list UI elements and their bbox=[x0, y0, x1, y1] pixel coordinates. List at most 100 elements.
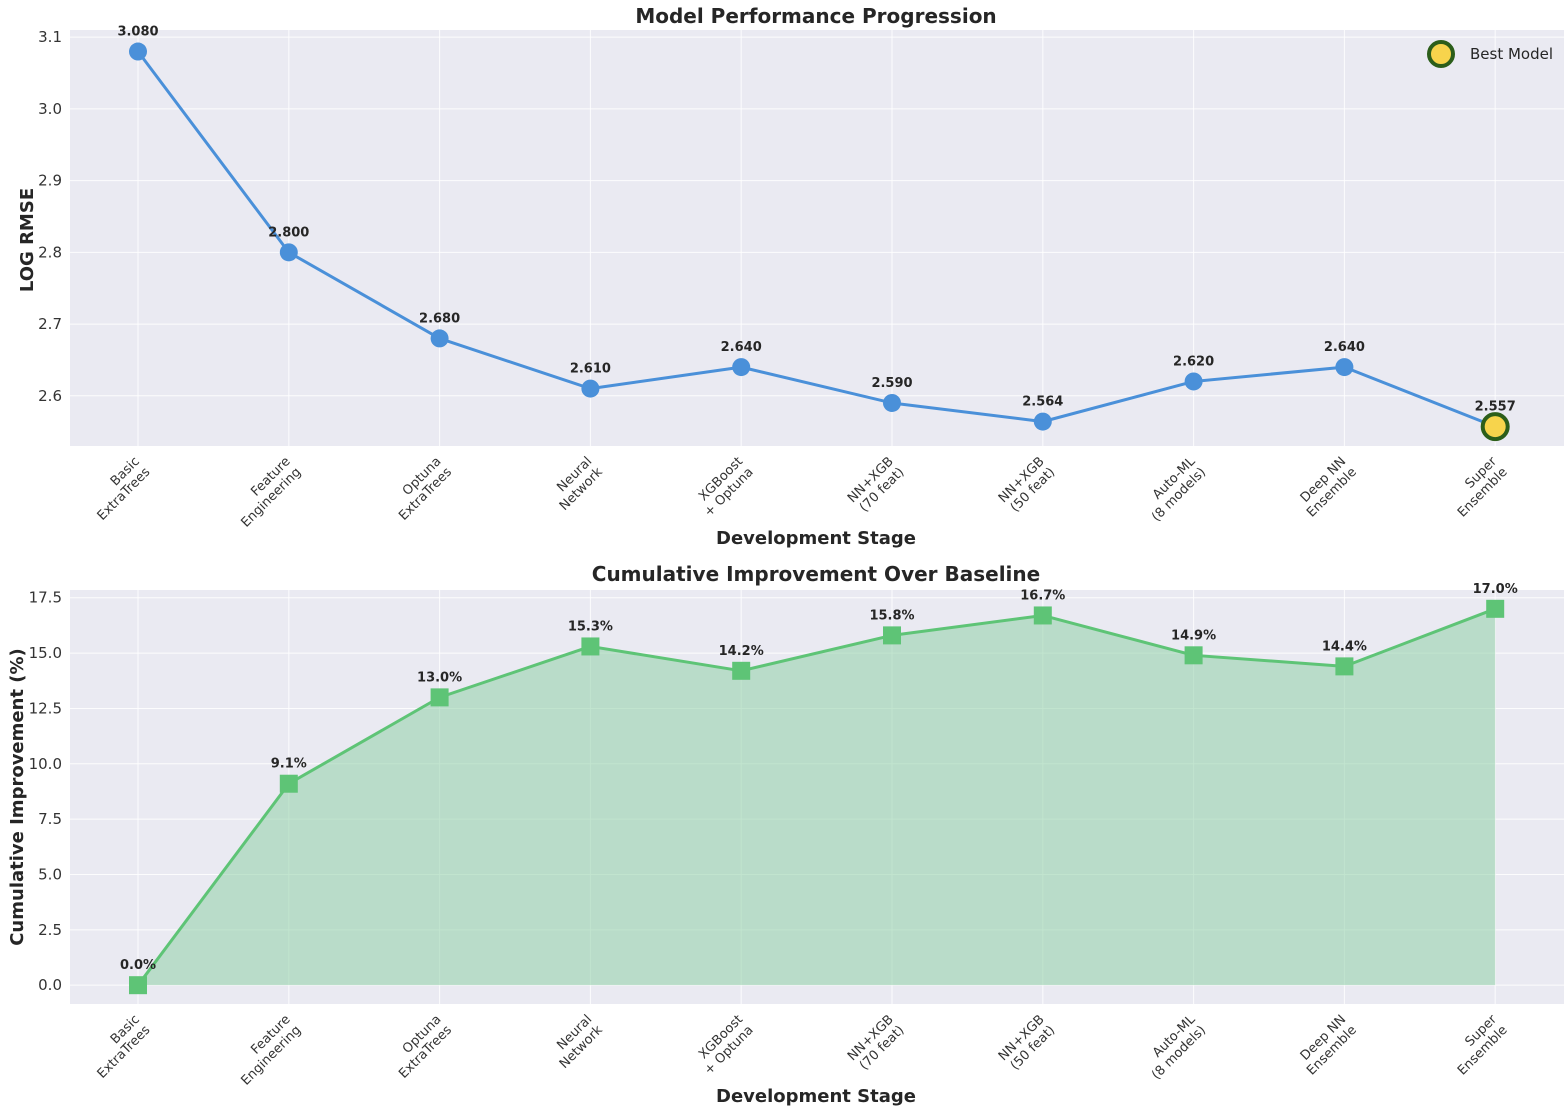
data-label: 2.640 bbox=[1324, 340, 1365, 355]
chart1-points bbox=[129, 42, 1510, 442]
data-label: 16.7% bbox=[1020, 588, 1065, 603]
svg-text:BasicExtraTrees: BasicExtraTrees bbox=[84, 1012, 154, 1082]
data-label: 2.620 bbox=[1173, 354, 1214, 369]
y-tick-label: 2.5 bbox=[38, 921, 62, 939]
data-point bbox=[279, 774, 298, 793]
chart1-legend: Best Model bbox=[1427, 40, 1553, 68]
y-tick-label: 5.0 bbox=[38, 865, 62, 883]
svg-text:FeatureEngineering: FeatureEngineering bbox=[228, 1012, 304, 1088]
data-point bbox=[1184, 646, 1203, 665]
data-point bbox=[430, 329, 449, 348]
x-tick-label: BasicExtraTrees bbox=[84, 454, 154, 524]
data-label: 13.0% bbox=[417, 670, 462, 685]
y-tick-label: 0.0 bbox=[38, 976, 62, 994]
data-point bbox=[1184, 372, 1203, 391]
chart2-y-axis-label: Cumulative Improvement (%) bbox=[7, 648, 28, 946]
data-point bbox=[581, 379, 600, 398]
x-tick-label: SuperEnsemble bbox=[1444, 1012, 1511, 1079]
svg-text:SuperEnsemble: SuperEnsemble bbox=[1444, 454, 1511, 521]
x-tick-label: NN+XGB(50 feat) bbox=[996, 1012, 1058, 1074]
data-label: 15.8% bbox=[869, 608, 914, 623]
data-point bbox=[129, 42, 147, 61]
y-tick-label: 2.6 bbox=[38, 387, 62, 405]
svg-text:XGBoost+ Optuna: XGBoost+ Optuna bbox=[691, 1012, 757, 1078]
x-tick-label: NeuralNetwork bbox=[546, 454, 606, 514]
x-tick-label: FeatureEngineering bbox=[228, 1012, 304, 1088]
data-point bbox=[883, 626, 901, 645]
y-tick-label: 3.0 bbox=[38, 100, 62, 118]
x-tick-label: Deep NNEnsemble bbox=[1294, 454, 1360, 520]
x-tick-label: Auto-ML(8 models) bbox=[1149, 454, 1209, 525]
chart1-grid bbox=[70, 30, 1564, 446]
improvement-chart: Cumulative Improvement Over Baseline 0.0… bbox=[7, 562, 1564, 1107]
data-label: 14.2% bbox=[719, 644, 764, 659]
svg-text:Auto-ML(8 models): Auto-ML(8 models) bbox=[1138, 1012, 1209, 1083]
svg-text:SuperEnsemble: SuperEnsemble bbox=[1444, 1012, 1511, 1079]
y-tick-label: 2.7 bbox=[38, 315, 62, 333]
chart1-x-ticks: BasicExtraTrees FeatureEngineering OptunaE… bbox=[84, 454, 1511, 531]
x-tick-label: NN+XGB(70 feat) bbox=[845, 1012, 907, 1074]
chart1-plot-area bbox=[70, 30, 1564, 446]
svg-text:NeuralNetwork: NeuralNetwork bbox=[546, 454, 606, 514]
data-point bbox=[883, 393, 901, 412]
y-tick-label: 12.5 bbox=[29, 699, 62, 717]
svg-text:FeatureEngineering: FeatureEngineering bbox=[228, 454, 304, 530]
svg-text:NN+XGB(50 feat): NN+XGB(50 feat) bbox=[996, 454, 1058, 516]
data-point bbox=[581, 637, 600, 656]
chart2-area-fill bbox=[138, 608, 1496, 986]
data-point bbox=[1033, 606, 1052, 625]
chart1-y-axis-label: LOG RMSE bbox=[17, 188, 38, 292]
chart2-y-ticks: 0.0 2.5 5.0 7.5 10.0 12.5 15.0 17.5 bbox=[29, 589, 62, 994]
x-tick-label: OptunaExtraTrees bbox=[396, 1012, 455, 1081]
data-label: 2.610 bbox=[570, 362, 611, 377]
svg-text:BasicExtraTrees: BasicExtraTrees bbox=[84, 454, 154, 524]
svg-text:NN+XGB(70 feat): NN+XGB(70 feat) bbox=[845, 454, 907, 516]
chart1-x-axis-label: Development Stage bbox=[716, 528, 916, 549]
x-tick-label: BasicExtraTrees bbox=[84, 1012, 154, 1082]
data-label: 15.3% bbox=[568, 619, 613, 634]
x-tick-label: Deep NNEnsemble bbox=[1294, 1012, 1360, 1078]
data-label: 2.640 bbox=[721, 340, 762, 355]
x-tick-label: FeatureEngineering bbox=[228, 454, 304, 530]
x-tick-label: NN+XGB(70 feat) bbox=[845, 454, 907, 516]
data-label: 2.800 bbox=[268, 225, 309, 240]
data-point bbox=[1033, 412, 1052, 431]
data-point bbox=[1486, 599, 1505, 618]
x-tick-label: SuperEnsemble bbox=[1444, 454, 1511, 521]
chart2-title: Cumulative Improvement Over Baseline bbox=[592, 562, 1040, 586]
chart2-points bbox=[129, 599, 1505, 995]
svg-text:Deep NNEnsemble: Deep NNEnsemble bbox=[1294, 454, 1360, 520]
data-label: 14.9% bbox=[1171, 628, 1216, 643]
best-model-point bbox=[1480, 412, 1510, 442]
data-point bbox=[1335, 657, 1354, 676]
x-tick-label: XGBoost+ Optuna bbox=[691, 1012, 757, 1078]
chart1-series-line bbox=[136, 50, 1496, 429]
chart2-x-axis-label: Development Stage bbox=[716, 1086, 916, 1107]
data-label: 2.564 bbox=[1022, 395, 1063, 410]
data-point bbox=[732, 661, 751, 680]
data-label: 14.4% bbox=[1322, 639, 1367, 654]
performance-chart: Model Performance Progression 2.62.72.82… bbox=[17, 4, 1564, 549]
chart1-title: Model Performance Progression bbox=[635, 4, 996, 28]
y-tick-label: 3.1 bbox=[38, 28, 62, 46]
svg-text:Deep NNEnsemble: Deep NNEnsemble bbox=[1294, 1012, 1360, 1078]
data-point bbox=[732, 358, 751, 377]
x-tick-label: NeuralNetwork bbox=[554, 1012, 606, 1072]
data-label: 2.590 bbox=[871, 376, 912, 391]
y-tick-label: 15.0 bbox=[29, 644, 62, 662]
chart1-data-labels: 3.080 2.800 2.680 2.610 2.640 2.590 2.564 2.620… bbox=[117, 25, 1515, 415]
data-label: 0.0% bbox=[120, 958, 156, 973]
data-point bbox=[129, 976, 147, 995]
data-point bbox=[430, 688, 449, 707]
svg-text:NN+XGB(70 feat): NN+XGB(70 feat) bbox=[845, 1012, 907, 1074]
x-tick-label: XGBoost+ Optuna bbox=[691, 454, 757, 520]
data-label: 3.080 bbox=[117, 25, 158, 40]
y-tick-label: 10.0 bbox=[29, 755, 62, 773]
svg-text:XGBoost+ Optuna: XGBoost+ Optuna bbox=[691, 454, 757, 520]
legend-best-model-marker bbox=[1427, 40, 1455, 68]
svg-text:NN+XGB(50 feat): NN+XGB(50 feat) bbox=[996, 1012, 1058, 1074]
data-label: 2.680 bbox=[419, 311, 460, 326]
data-point bbox=[1335, 358, 1354, 377]
y-tick-label: 17.5 bbox=[29, 589, 62, 607]
